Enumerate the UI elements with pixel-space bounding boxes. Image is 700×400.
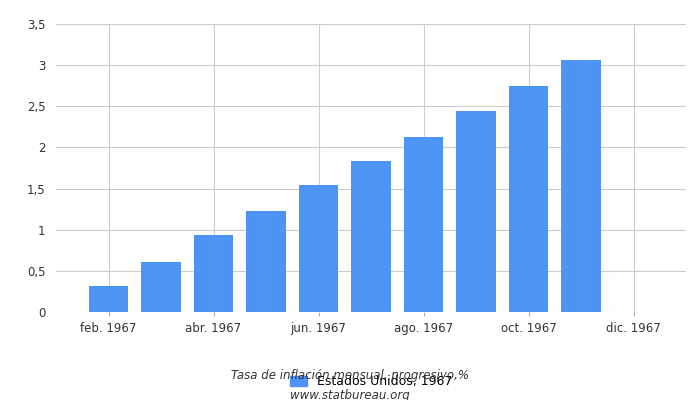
Bar xyxy=(89,286,128,312)
Bar xyxy=(351,160,391,312)
Bar xyxy=(194,236,233,312)
Bar xyxy=(561,60,601,312)
Bar xyxy=(404,137,443,312)
Bar xyxy=(246,211,286,312)
Bar xyxy=(509,86,548,312)
Bar xyxy=(141,262,181,312)
Bar xyxy=(299,185,338,312)
Legend: Estados Unidos, 1967: Estados Unidos, 1967 xyxy=(285,370,457,393)
Text: www.statbureau.org: www.statbureau.org xyxy=(290,390,410,400)
Bar xyxy=(456,111,496,312)
Text: Tasa de inflación mensual, progresivo,%: Tasa de inflación mensual, progresivo,% xyxy=(231,370,469,382)
